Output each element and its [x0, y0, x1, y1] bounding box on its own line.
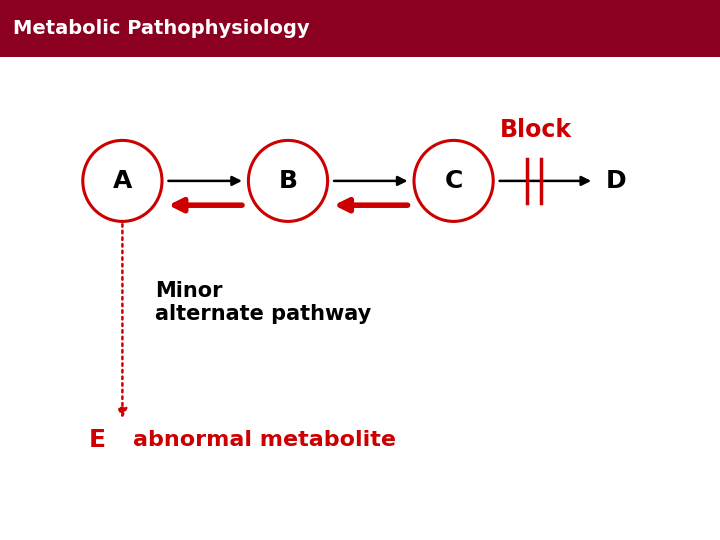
Text: E: E [89, 428, 106, 452]
Text: C: C [444, 169, 463, 193]
Text: B: B [279, 169, 297, 193]
Text: abnormal metabolite: abnormal metabolite [133, 430, 396, 450]
Ellipse shape [83, 140, 162, 221]
Text: Block: Block [500, 118, 572, 141]
Ellipse shape [414, 140, 493, 221]
Text: Metabolic Pathophysiology: Metabolic Pathophysiology [13, 19, 310, 38]
Text: D: D [606, 169, 626, 193]
Ellipse shape [248, 140, 328, 221]
Text: A: A [113, 169, 132, 193]
FancyBboxPatch shape [0, 0, 720, 57]
Text: Minor
alternate pathway: Minor alternate pathway [155, 281, 371, 324]
